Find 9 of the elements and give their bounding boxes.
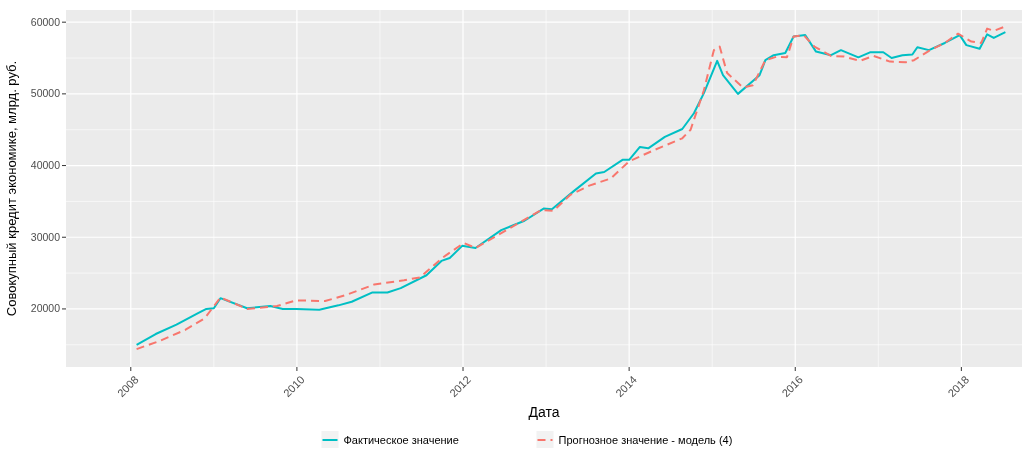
legend-label: Прогнозное значение - модель (4) (558, 433, 733, 446)
x-axis-title: Дата (528, 404, 560, 420)
y-tick-label: 30000 (30, 230, 61, 243)
y-axis-title: Совокупный кредит экономике, млрд. руб. (4, 60, 19, 317)
legend-label: Фактическое значение (343, 433, 459, 446)
y-tick-label: 60000 (30, 15, 61, 28)
y-tick-label: 50000 (30, 87, 61, 100)
y-tick-label: 40000 (30, 158, 61, 171)
y-tick-label: 20000 (30, 302, 61, 315)
